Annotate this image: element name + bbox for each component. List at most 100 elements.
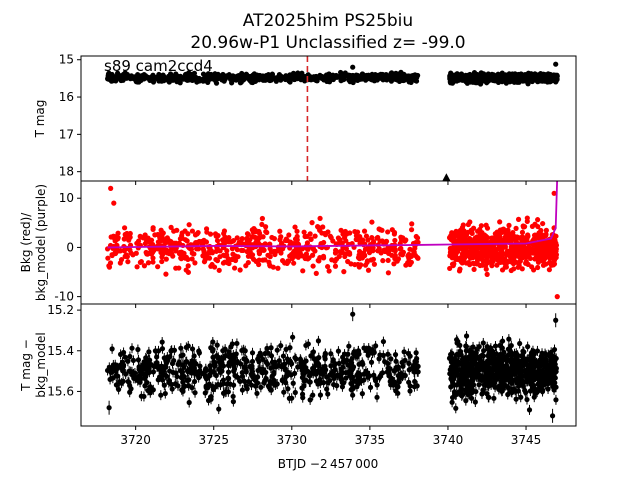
data-point <box>307 231 313 237</box>
data-point <box>374 394 380 400</box>
data-point <box>219 73 225 79</box>
data-point <box>385 229 391 235</box>
data-point <box>540 220 546 227</box>
data-point <box>366 373 373 379</box>
data-point <box>499 247 505 253</box>
data-point <box>389 252 395 258</box>
data-point <box>159 377 166 383</box>
data-point <box>332 366 338 373</box>
data-point <box>159 346 166 352</box>
data-point <box>185 263 191 269</box>
data-point <box>311 74 317 80</box>
data-point <box>465 260 472 266</box>
data-point <box>544 75 551 81</box>
data-point <box>301 383 307 389</box>
data-point <box>286 232 292 238</box>
data-point <box>189 358 195 364</box>
data-point <box>116 386 122 393</box>
data-point <box>220 381 226 387</box>
data-point <box>531 267 537 273</box>
data-point <box>253 258 259 264</box>
data-point <box>372 375 378 382</box>
data-point <box>310 392 316 398</box>
data-point <box>518 394 524 400</box>
data-point <box>497 219 503 225</box>
data-point <box>230 238 237 244</box>
data-point <box>305 341 311 347</box>
data-point <box>203 226 210 232</box>
data-point <box>478 255 484 261</box>
data-point <box>522 252 528 258</box>
data-point <box>158 392 164 398</box>
data-point <box>343 251 349 257</box>
data-point <box>480 340 486 346</box>
data-point <box>405 350 412 357</box>
data-point <box>191 73 197 79</box>
data-point <box>249 365 255 372</box>
data-point <box>259 215 265 222</box>
data-point <box>186 74 193 80</box>
data-point <box>292 236 299 242</box>
data-point <box>175 361 181 367</box>
data-point <box>230 393 236 400</box>
data-point <box>507 232 513 238</box>
data-point <box>456 229 462 235</box>
data-point <box>191 353 197 359</box>
data-point <box>480 262 486 268</box>
data-point <box>215 354 221 360</box>
data-point <box>513 225 519 231</box>
data-point <box>259 221 265 228</box>
data-point <box>316 377 322 383</box>
data-point <box>169 360 176 367</box>
data-point <box>239 236 245 242</box>
data-point <box>406 76 412 82</box>
outlier-point <box>554 294 560 300</box>
data-point <box>113 368 119 374</box>
data-point <box>338 366 344 372</box>
data-point <box>258 384 264 390</box>
data-point <box>406 360 412 366</box>
y-tick-label: 15 <box>59 53 74 67</box>
data-point <box>196 350 202 356</box>
data-point <box>476 233 482 240</box>
data-point <box>130 252 136 258</box>
data-point <box>370 240 377 246</box>
data-point <box>147 239 153 245</box>
data-point <box>203 239 210 245</box>
data-point <box>191 378 198 385</box>
data-point <box>534 348 541 354</box>
data-point <box>135 346 141 353</box>
data-point <box>137 233 143 239</box>
data-point <box>216 366 222 372</box>
data-point <box>129 345 135 351</box>
data-point <box>323 74 329 80</box>
data-point <box>536 235 542 241</box>
data-point <box>333 247 339 253</box>
data-point <box>448 247 454 254</box>
data-point <box>355 255 362 261</box>
data-point <box>155 348 162 354</box>
data-point <box>537 363 543 369</box>
data-point <box>233 351 239 357</box>
data-point <box>483 222 489 228</box>
data-point <box>540 382 546 389</box>
data-point <box>328 370 335 376</box>
data-point <box>205 397 212 404</box>
data-point <box>234 235 240 241</box>
data-point <box>194 246 200 252</box>
data-point <box>277 228 283 234</box>
data-point <box>110 233 117 239</box>
data-point <box>133 74 139 80</box>
data-point <box>356 248 363 255</box>
data-point <box>414 73 420 79</box>
data-point <box>223 353 229 359</box>
data-point <box>498 386 504 393</box>
data-point <box>301 229 307 235</box>
data-point <box>208 393 214 400</box>
data-point <box>494 246 500 252</box>
data-point <box>357 373 363 379</box>
data-point <box>450 262 456 269</box>
data-point <box>452 233 458 239</box>
data-point <box>123 371 129 377</box>
data-point <box>141 263 148 269</box>
